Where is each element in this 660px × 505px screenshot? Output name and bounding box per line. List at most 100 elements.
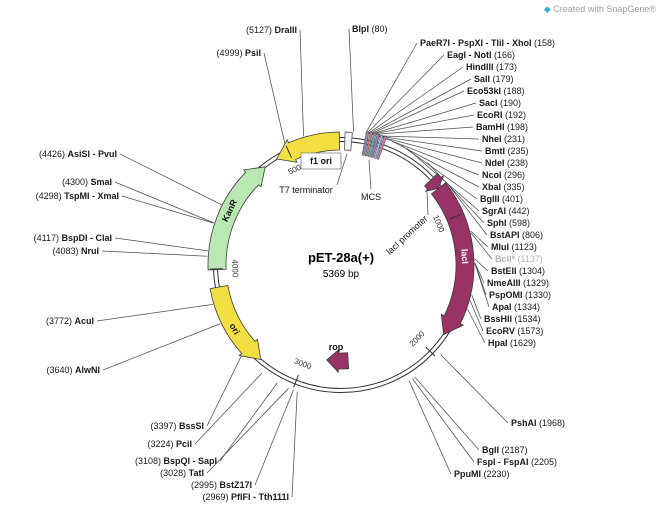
site-enzymes: BspDI - ClaI xyxy=(61,233,112,243)
restriction-site-label[interactable]: ApaI (1334) xyxy=(492,302,540,312)
restriction-site-label[interactable]: (2969) PflFI - Tth111I xyxy=(202,492,289,502)
feature-label-f1-ori[interactable]: f1 ori xyxy=(310,156,332,166)
site-position: (3028) xyxy=(160,468,189,478)
mcs-site-bar[interactable] xyxy=(361,131,370,156)
site-enzymes: PsiI xyxy=(245,48,261,58)
site-enzymes: TatI xyxy=(189,468,204,478)
restriction-site-label[interactable]: EcoRV (1573) xyxy=(486,326,543,336)
mcs-site-bar[interactable] xyxy=(367,132,377,158)
restriction-site-label[interactable]: Eco53kI (188) xyxy=(467,86,525,96)
site-position: (190) xyxy=(498,98,522,108)
restriction-site-label[interactable]: PaeR7I - PspXI - TliI - XhoI (158) xyxy=(420,38,555,48)
restriction-site-label[interactable]: PspOMI (1330) xyxy=(489,290,551,300)
restriction-site-label[interactable]: (4999) PsiI xyxy=(216,48,261,58)
feature-label-laci[interactable]: lacI xyxy=(459,249,470,265)
feature-arrow-f1-ori[interactable] xyxy=(276,131,340,163)
site-enzymes: SphI xyxy=(487,218,507,228)
site-leader-line xyxy=(376,135,480,140)
restriction-site-label[interactable]: (3397) BssSI xyxy=(150,421,204,431)
restriction-site-label[interactable]: (2995) BstZ17I xyxy=(191,480,252,490)
site-position: (2995) xyxy=(191,480,220,490)
restriction-site-label[interactable]: MluI (1123) xyxy=(491,242,537,252)
restriction-site-label[interactable]: (4298) TspMI - XmaI xyxy=(36,191,119,201)
restriction-site-label[interactable]: BamHI (198) xyxy=(476,122,528,132)
mcs-site-bar[interactable] xyxy=(376,135,387,160)
site-position: (442) xyxy=(506,206,530,216)
restriction-site-label[interactable]: XbaI (335) xyxy=(482,182,525,192)
site-enzymes: HindIII xyxy=(466,62,494,72)
site-position: (173) xyxy=(494,62,518,72)
site-position: (198) xyxy=(505,122,529,132)
restriction-site-label[interactable]: BmtI (235) xyxy=(485,146,529,156)
feature-arrow-kanr[interactable] xyxy=(207,166,266,271)
site-leader-line xyxy=(366,54,445,134)
feature-label-t7-terminator[interactable]: T7 terminator xyxy=(279,185,333,195)
restriction-site-label[interactable]: (3028) TatI xyxy=(160,468,204,478)
site-leader-line xyxy=(370,102,477,135)
site-enzymes: SacI xyxy=(479,98,498,108)
restriction-site-label[interactable]: SgrAI (442) xyxy=(482,206,530,216)
site-leader-line xyxy=(101,250,208,257)
site-leader-line xyxy=(408,380,452,475)
tick-mark-1000 xyxy=(449,213,462,220)
restriction-site-label[interactable]: (4300) SmaI xyxy=(62,177,112,187)
tick-mark-5000 xyxy=(285,145,293,159)
feature-box-t7-terminator[interactable] xyxy=(344,131,353,151)
restriction-site-label[interactable]: BglI (2187) xyxy=(482,445,528,455)
restriction-site-label[interactable]: HindIII (173) xyxy=(466,62,517,72)
site-leader-line xyxy=(348,28,354,132)
restriction-site-label[interactable]: (5127) DraIII xyxy=(246,25,297,35)
restriction-site-label[interactable]: BglII (401) xyxy=(480,194,523,204)
restriction-site-label[interactable]: (3772) AcuI xyxy=(46,316,94,326)
restriction-site-label[interactable]: NmeAIII (1329) xyxy=(487,278,549,288)
site-enzymes: PciI xyxy=(176,439,192,449)
mcs-site-bar[interactable] xyxy=(370,133,381,158)
feature-arrow-rop[interactable] xyxy=(326,348,350,374)
restriction-site-label[interactable]: BstEII (1304) xyxy=(491,266,545,276)
restriction-site-label[interactable]: HpaI (1629) xyxy=(488,338,536,348)
site-enzymes: HpaI xyxy=(488,338,508,348)
restriction-site-label[interactable]: NcoI (296) xyxy=(482,170,525,180)
feature-label-laci-promoter[interactable]: lacI promoter xyxy=(384,213,429,256)
feature-label-rop[interactable]: rop xyxy=(329,342,344,352)
restriction-site-label[interactable]: (4426) AsiSI - PvuI xyxy=(39,149,117,159)
leader-lines-layer xyxy=(96,28,509,498)
restriction-site-label[interactable]: NheI (231) xyxy=(482,134,525,144)
feature-arrow-laci[interactable] xyxy=(430,182,475,336)
site-enzymes: BspQI - SapI xyxy=(163,456,217,466)
restriction-site-label[interactable]: FspI - FspAI (2205) xyxy=(477,457,557,467)
restriction-site-label[interactable]: BclI* (1137) xyxy=(495,254,543,264)
feature-arrow-ori[interactable] xyxy=(209,284,262,361)
site-position: (3108) xyxy=(135,456,164,466)
mcs-site-bar[interactable] xyxy=(373,134,384,159)
mcs-site-bar[interactable] xyxy=(364,131,373,157)
restriction-site-label[interactable]: (4083) NruI xyxy=(52,246,99,256)
site-labels-layer: BlpI (80) PaeR7I - PspXI - TliI - XhoI (1… xyxy=(34,24,565,502)
restriction-site-label[interactable]: PshAI (1968) xyxy=(511,418,565,428)
site-leader-line xyxy=(96,303,213,322)
site-enzymes: PspOMI xyxy=(489,290,523,300)
site-enzymes: Eco53kI xyxy=(467,86,501,96)
restriction-site-label[interactable]: (4117) BspDI - ClaI xyxy=(34,233,112,243)
feature-arrow-laci-promoter[interactable] xyxy=(423,173,445,192)
feature-label-mcs[interactable]: MCS xyxy=(361,192,381,202)
restriction-site-label[interactable]: SphI (598) xyxy=(487,218,530,228)
restriction-site-label[interactable]: PpuMI (2230) xyxy=(454,469,510,479)
restriction-site-label[interactable]: BstAPI (806) xyxy=(490,230,543,240)
restriction-site-label[interactable]: NdeI (238) xyxy=(485,158,528,168)
restriction-site-label[interactable]: SacI (190) xyxy=(479,98,521,108)
restriction-site-label[interactable]: BssHII (1534) xyxy=(484,314,541,324)
restriction-site-label[interactable]: BlpI (80) xyxy=(352,24,388,34)
site-enzymes: SalI xyxy=(474,74,490,84)
restriction-site-label[interactable]: EagI - NotI (166) xyxy=(447,50,515,60)
snapgene-watermark: ◆ Created with SnapGene® xyxy=(544,4,656,14)
site-enzymes: TspMI - XmaI xyxy=(64,191,119,201)
restriction-site-label[interactable]: EcoRI (192) xyxy=(477,110,526,120)
site-leader-line xyxy=(470,232,493,260)
restriction-site-label[interactable]: (3640) AlwNI xyxy=(46,365,100,375)
restriction-site-label[interactable]: (3108) BspQI - SapI xyxy=(135,456,217,466)
restriction-site-label[interactable]: SalI (179) xyxy=(474,74,514,84)
site-position: (1329) xyxy=(521,278,550,288)
restriction-site-label[interactable]: (3224) PciI xyxy=(147,439,192,449)
site-position: (5127) xyxy=(246,25,275,35)
